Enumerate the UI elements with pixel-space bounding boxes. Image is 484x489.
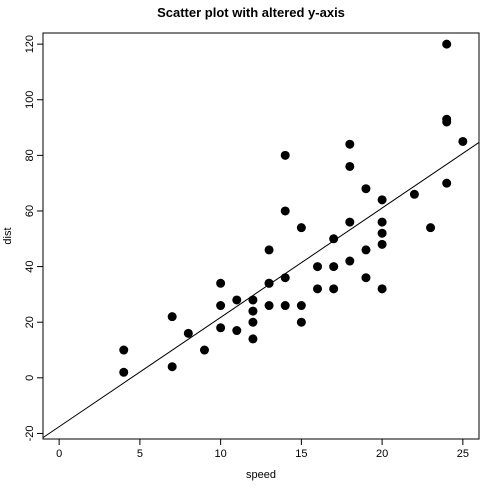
y-tick-label: 60 (24, 205, 36, 217)
y-tick-label: 120 (24, 35, 36, 53)
data-point (183, 328, 193, 338)
x-tick-label: 5 (137, 448, 143, 460)
data-point (248, 306, 258, 316)
data-point (280, 150, 290, 160)
data-point (361, 273, 371, 283)
y-axis-label: dist (2, 227, 14, 244)
data-point (442, 39, 452, 49)
data-point (119, 367, 129, 377)
x-tick-label: 0 (56, 448, 62, 460)
data-point (296, 301, 306, 311)
y-tick-label: -20 (24, 425, 36, 441)
data-point (264, 301, 274, 311)
data-point (280, 301, 290, 311)
y-tick-label: 20 (24, 316, 36, 328)
y-tick-label: 0 (24, 375, 36, 381)
data-point (361, 245, 371, 255)
data-point (377, 228, 387, 238)
y-tick-label: 80 (24, 149, 36, 161)
x-axis-label: speed (246, 469, 276, 481)
data-point (361, 184, 371, 194)
x-tick-label: 25 (457, 448, 469, 460)
regression-line (42, 142, 480, 439)
data-point (216, 323, 226, 333)
data-points (119, 39, 468, 377)
data-point (296, 317, 306, 327)
data-point (248, 317, 258, 327)
data-point (296, 223, 306, 233)
data-point (216, 301, 226, 311)
data-point (248, 334, 258, 344)
data-point (248, 295, 258, 305)
data-point (329, 234, 339, 244)
data-point (232, 326, 242, 336)
data-point (329, 284, 339, 294)
data-point (345, 161, 355, 171)
data-point (377, 239, 387, 249)
data-point (426, 223, 436, 233)
data-point (199, 345, 209, 355)
x-axis: 0 5 10 15 20 25 (56, 439, 469, 460)
data-point (409, 189, 419, 199)
data-point (167, 362, 177, 372)
regression-line-group (42, 142, 480, 439)
y-tick-label: 40 (24, 260, 36, 272)
data-point (313, 262, 323, 272)
data-point (442, 178, 452, 188)
data-point (377, 217, 387, 227)
data-point (458, 136, 468, 146)
plot-area: 0 5 10 15 20 25 -20 0 20 40 60 80 100 120 (24, 32, 480, 460)
data-point (167, 312, 177, 322)
data-point (345, 139, 355, 149)
data-point (264, 245, 274, 255)
data-point (313, 284, 323, 294)
data-point (377, 195, 387, 205)
data-point (377, 284, 387, 294)
data-point (119, 345, 129, 355)
data-point (442, 114, 452, 124)
data-point (280, 273, 290, 283)
data-point (345, 217, 355, 227)
data-point (280, 206, 290, 216)
x-tick-label: 20 (376, 448, 388, 460)
chart-title: Scatter plot with altered y-axis (157, 5, 345, 20)
y-axis: -20 0 20 40 60 80 100 120 (24, 35, 43, 441)
data-point (329, 262, 339, 272)
data-point (345, 256, 355, 266)
x-tick-label: 10 (215, 448, 227, 460)
x-tick-label: 15 (295, 448, 307, 460)
data-point (232, 295, 242, 305)
y-tick-label: 100 (24, 91, 36, 109)
data-point (264, 278, 274, 288)
plot-frame (42, 32, 480, 440)
data-point (216, 278, 226, 288)
